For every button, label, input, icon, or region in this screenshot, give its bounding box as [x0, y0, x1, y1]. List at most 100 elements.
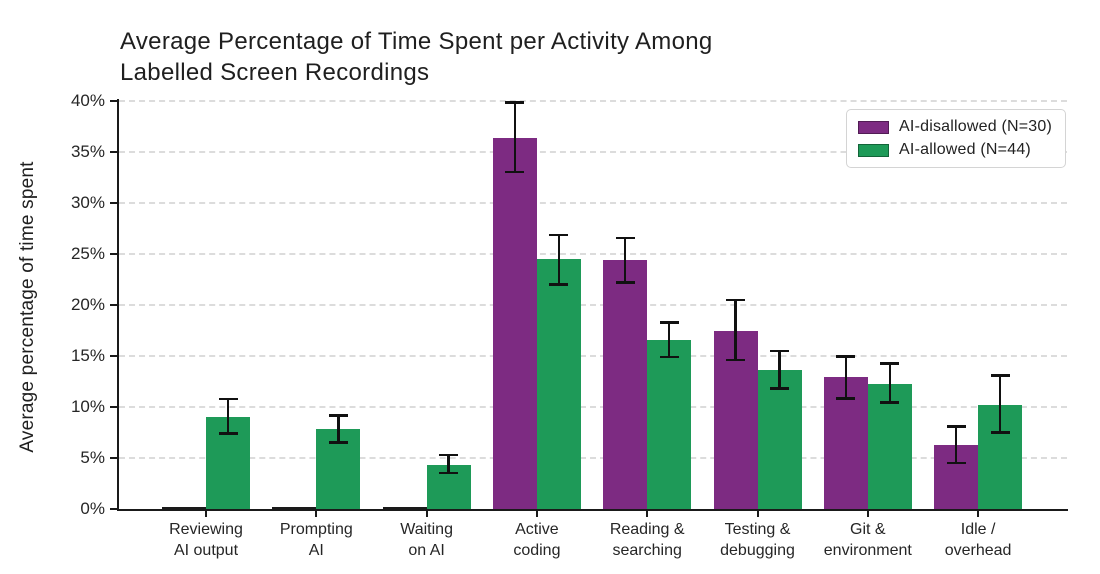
error-cap-bottom-ai-allowed-1 — [328, 441, 348, 444]
y-tick-mark-35% — [110, 151, 117, 153]
error-bar-ai-allowed-6 — [888, 363, 892, 403]
x-tick-label-0: Reviewing AI output — [169, 521, 243, 559]
bar-ai-disallowed-0 — [162, 507, 206, 509]
error-cap-bottom-ai-disallowed-7 — [946, 461, 966, 465]
error-cap-bottom-ai-allowed-3 — [549, 283, 569, 286]
bar-ai-allowed-6 — [867, 383, 912, 509]
gridline-5% — [119, 457, 1067, 459]
error-bar-ai-allowed-0 — [226, 398, 230, 434]
x-tick-label-2: Waiting on AI — [400, 521, 453, 559]
y-tick-mark-25% — [110, 253, 117, 255]
y-tick-label-25%: 25% — [70, 244, 105, 263]
error-cap-top-ai-disallowed-5 — [726, 298, 745, 302]
error-cap-bottom-ai-allowed-2 — [439, 471, 459, 475]
error-cap-top-ai-allowed-3 — [549, 233, 569, 237]
error-bar-ai-disallowed-7 — [954, 426, 958, 464]
legend-item-ai-allowed: AI-allowed (N=44) — [858, 141, 1052, 159]
legend-swatch-ai-allowed — [858, 143, 890, 157]
y-tick-mark-15% — [110, 355, 117, 357]
error-cap-bottom-ai-allowed-0 — [218, 432, 238, 435]
y-tick-label-20%: 20% — [70, 295, 105, 314]
error-cap-top-ai-disallowed-3 — [505, 101, 525, 104]
error-cap-bottom-ai-disallowed-6 — [836, 397, 856, 400]
gridline-35% — [119, 151, 1067, 153]
error-cap-top-ai-allowed-4 — [659, 321, 679, 324]
legend: AI-disallowed (N=30) AI-allowed (N=44) — [846, 109, 1066, 168]
error-cap-top-ai-disallowed-6 — [836, 355, 856, 358]
error-cap-bottom-ai-disallowed-3 — [505, 170, 525, 174]
x-tick-label-5: Testing & debugging — [720, 521, 795, 559]
legend-label-ai-disallowed: AI-disallowed (N=30) — [899, 118, 1052, 135]
x-tick-mark-3 — [535, 511, 538, 517]
error-cap-bottom-ai-allowed-5 — [770, 387, 789, 390]
y-tick-label-0%: 0% — [80, 499, 105, 518]
bar-ai-disallowed-4 — [603, 260, 648, 509]
legend-item-ai-disallowed: AI-disallowed (N=30) — [858, 118, 1052, 136]
error-bar-ai-disallowed-6 — [844, 356, 848, 399]
bar-ai-allowed-4 — [647, 339, 692, 509]
error-cap-bottom-ai-allowed-7 — [990, 431, 1010, 434]
y-tick-mark-0% — [110, 508, 117, 510]
error-bar-ai-allowed-5 — [778, 350, 781, 389]
y-tick-mark-30% — [110, 202, 117, 204]
y-tick-label-40%: 40% — [70, 91, 105, 110]
y-tick-mark-10% — [110, 406, 117, 408]
gridline-40% — [119, 100, 1067, 102]
chart-title: Average Percentage of Time Spent per Act… — [120, 26, 713, 88]
error-cap-bottom-ai-allowed-6 — [880, 401, 900, 404]
y-tick-label-5%: 5% — [80, 448, 105, 467]
bar-ai-disallowed-3 — [492, 137, 537, 509]
y-tick-label-10%: 10% — [70, 397, 105, 416]
gridline-15% — [119, 355, 1067, 357]
error-bar-ai-allowed-2 — [447, 454, 450, 474]
error-cap-top-ai-allowed-6 — [880, 362, 900, 365]
y-axis-spine — [117, 99, 119, 511]
error-cap-top-ai-disallowed-4 — [615, 236, 635, 240]
y-axis-title: Average percentage of time spent — [17, 161, 38, 453]
x-tick-label-6: Git & environment — [823, 521, 912, 559]
x-tick-mark-7 — [977, 511, 980, 517]
y-tick-mark-5% — [110, 457, 117, 459]
x-tick-label-4: Reading & searching — [609, 521, 685, 559]
legend-label-ai-allowed: AI-allowed (N=44) — [899, 141, 1031, 158]
error-cap-top-ai-allowed-0 — [218, 397, 238, 401]
y-tick-label-35%: 35% — [70, 142, 105, 161]
gridline-25% — [119, 253, 1067, 255]
y-tick-mark-20% — [110, 304, 117, 306]
bar-ai-allowed-3 — [536, 259, 581, 509]
error-cap-bottom-ai-disallowed-4 — [615, 281, 635, 284]
error-bar-ai-allowed-1 — [337, 415, 340, 443]
error-cap-top-ai-allowed-2 — [439, 453, 459, 457]
gridline-20% — [119, 304, 1067, 306]
y-tick-mark-40% — [110, 100, 117, 102]
error-cap-top-ai-allowed-1 — [328, 414, 348, 417]
error-bar-ai-allowed-4 — [667, 322, 671, 357]
x-tick-label-3: Active coding — [513, 521, 561, 559]
gridline-30% — [119, 202, 1067, 204]
x-tick-mark-1 — [315, 511, 318, 517]
error-cap-bottom-ai-allowed-4 — [659, 355, 679, 359]
x-tick-mark-4 — [646, 511, 649, 517]
error-cap-bottom-ai-disallowed-5 — [726, 358, 745, 362]
chart-title-line1: Average Percentage of Time Spent per Act… — [120, 28, 713, 55]
error-cap-top-ai-allowed-7 — [990, 374, 1010, 377]
x-tick-mark-0 — [205, 511, 207, 517]
x-tick-label-1: Prompting AI — [279, 521, 353, 559]
error-bar-ai-allowed-7 — [998, 375, 1002, 433]
chart-title-line2: Labelled Screen Recordings — [120, 59, 430, 86]
error-cap-top-ai-allowed-5 — [770, 349, 789, 353]
y-tick-label-15%: 15% — [70, 346, 105, 365]
x-tick-mark-6 — [866, 511, 869, 517]
bar-ai-allowed-5 — [757, 370, 802, 509]
bar-ai-disallowed-2 — [382, 507, 427, 509]
y-tick-label-30%: 30% — [70, 193, 105, 212]
error-bar-ai-disallowed-3 — [513, 102, 517, 173]
error-bar-ai-disallowed-4 — [623, 237, 627, 283]
x-tick-label-7: Idle / overhead — [944, 521, 1012, 559]
x-tick-mark-2 — [425, 511, 428, 517]
x-axis-spine — [117, 509, 1068, 511]
gridline-10% — [119, 406, 1067, 408]
legend-swatch-ai-disallowed — [858, 120, 890, 134]
error-bar-ai-allowed-3 — [557, 234, 561, 285]
